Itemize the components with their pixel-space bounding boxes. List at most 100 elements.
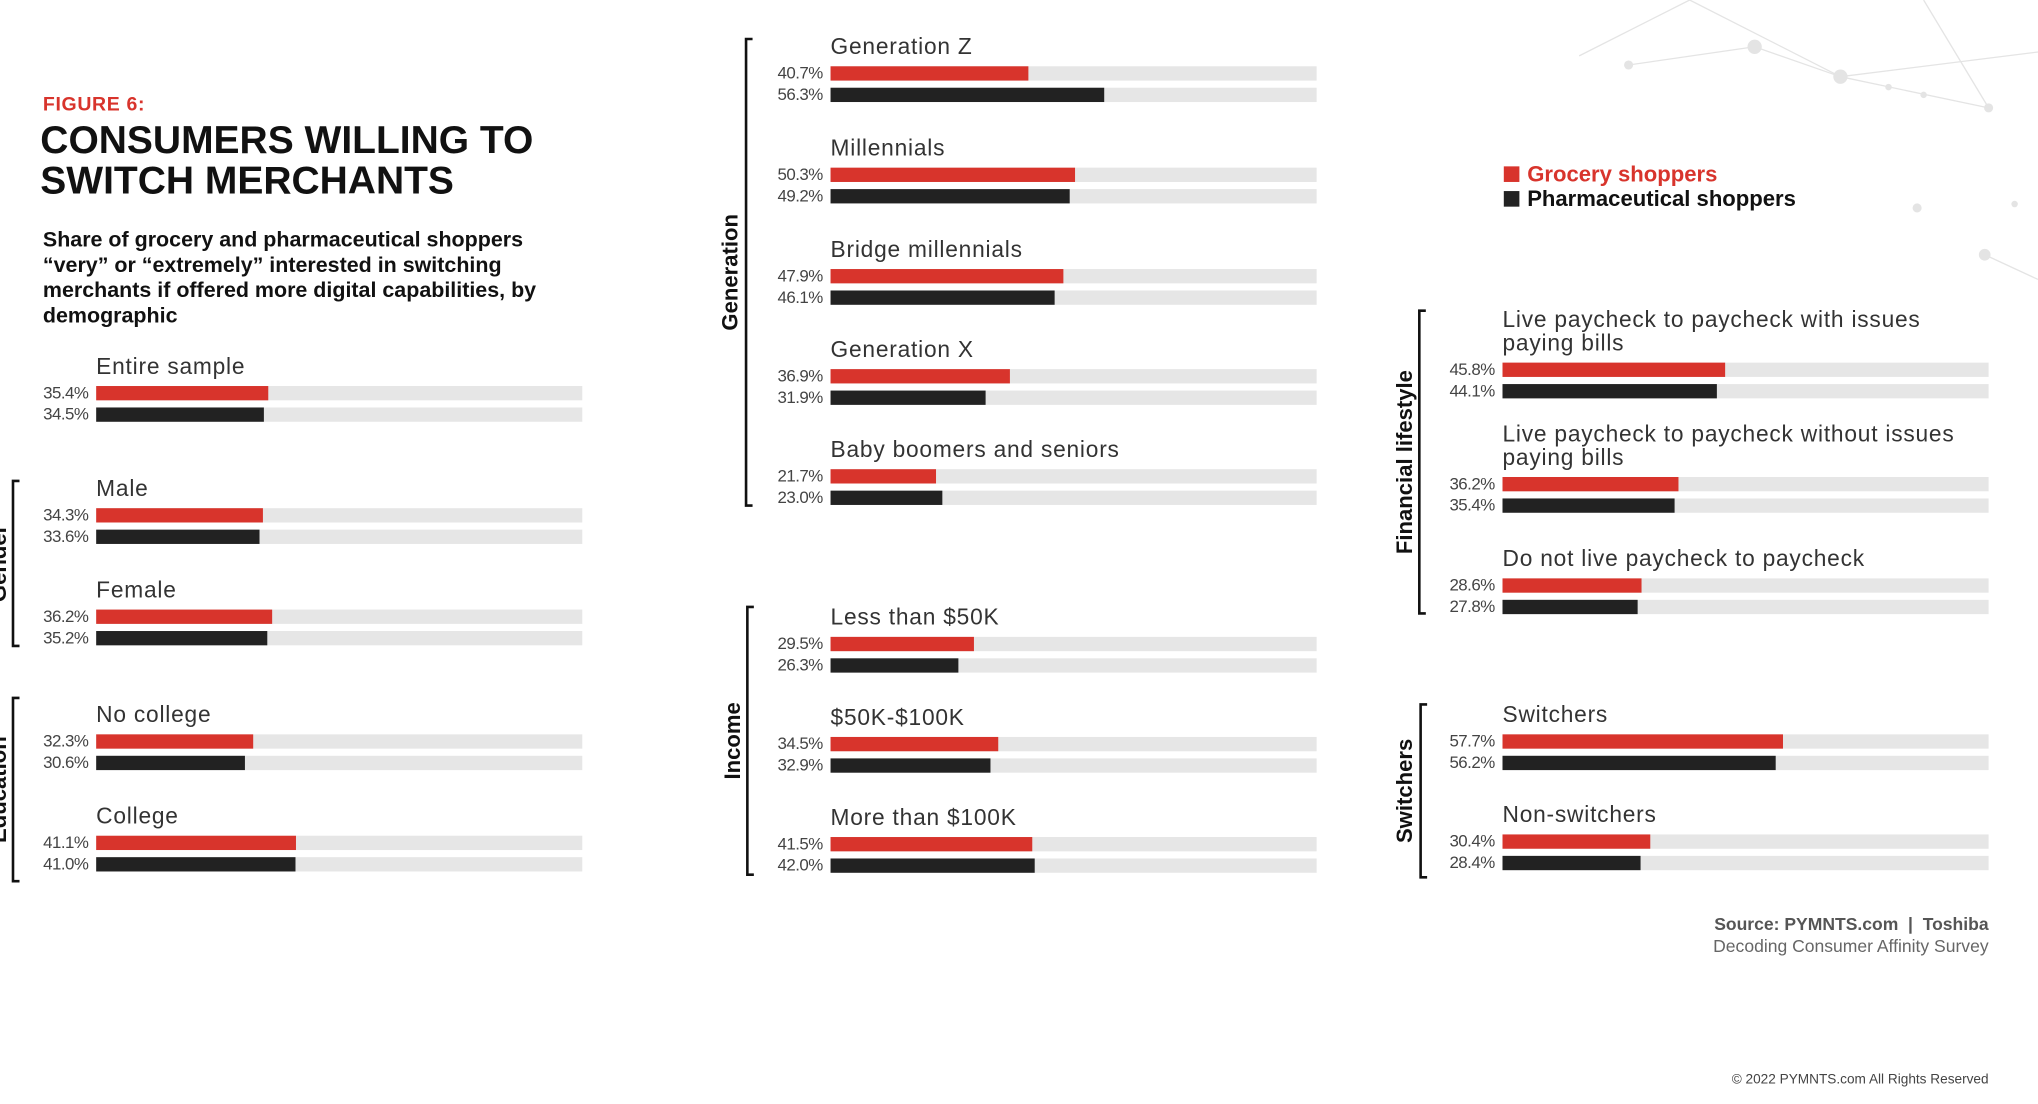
bar <box>830 87 1105 103</box>
category-label: Less than $50K <box>831 604 1000 630</box>
bar <box>830 290 1055 305</box>
category-label: Live paycheck to paycheck without issues… <box>1503 420 1962 469</box>
bar <box>96 407 264 422</box>
bar <box>830 658 959 673</box>
value-label: 35.4% <box>1449 496 1495 515</box>
value-label: 44.1% <box>1449 381 1495 400</box>
value-label: 32.3% <box>43 732 89 751</box>
value-label: 36.2% <box>1449 474 1495 493</box>
figure-label: FIGURE 6: <box>43 93 145 115</box>
bar <box>1502 477 1679 492</box>
category-label: No college <box>96 701 211 727</box>
legend-label: Grocery shoppers <box>1527 161 1717 186</box>
value-label: 36.9% <box>777 366 823 385</box>
copyright: © 2022 PYMNTS.com All Rights Reserved <box>1732 1072 1989 1087</box>
value-label: 35.4% <box>43 383 89 402</box>
value-label: 32.9% <box>777 756 823 775</box>
value-label: 36.2% <box>43 607 89 626</box>
group-bracket <box>1419 703 1428 879</box>
category-label: Female <box>96 576 177 602</box>
value-label: 56.2% <box>1449 753 1495 772</box>
category-label: Generation Z <box>831 33 973 59</box>
bar <box>830 490 943 505</box>
source: Source: PYMNTS.com | Toshiba <box>1714 914 1989 934</box>
value-label: 41.1% <box>43 833 89 852</box>
value-label: 34.5% <box>43 405 89 424</box>
bar <box>96 835 296 851</box>
group-label: Financial lifestyle <box>1392 370 1417 554</box>
bar <box>830 758 991 773</box>
decoration <box>1578 0 2038 281</box>
bar <box>96 631 268 646</box>
bar-track <box>830 469 1317 484</box>
bar <box>96 386 269 401</box>
value-label: 27.8% <box>1449 597 1495 616</box>
bar <box>1502 855 1641 871</box>
group-label: Generation <box>718 214 743 331</box>
value-label: 41.0% <box>43 854 89 873</box>
category-label: Live paycheck to paycheck with issues pa… <box>1503 306 1928 355</box>
source-detail: Decoding Consumer Affinity Survey <box>1713 936 1989 956</box>
category-label: Bridge millennials <box>831 236 1023 262</box>
category-label: Do not live paycheck to paycheck <box>1503 545 1865 571</box>
bar <box>830 369 1010 384</box>
bar <box>830 66 1029 81</box>
bar <box>96 857 296 872</box>
group-bracket <box>1418 309 1426 615</box>
group-bracket <box>746 605 754 877</box>
bar <box>830 837 1033 852</box>
category-label: More than $100K <box>831 804 1017 830</box>
value-label: 45.8% <box>1449 360 1495 379</box>
value-label: 34.5% <box>777 734 823 753</box>
value-label: 23.0% <box>777 488 823 507</box>
group-label: Income <box>720 702 745 779</box>
group-bracket <box>11 696 20 883</box>
legend-swatch <box>1503 191 1520 207</box>
value-label: 56.3% <box>777 85 823 104</box>
bar <box>1502 384 1717 399</box>
value-label: 57.7% <box>1449 732 1495 751</box>
value-label: 47.9% <box>777 266 823 285</box>
bar <box>1502 755 1776 771</box>
value-label: 21.7% <box>777 466 823 485</box>
bar <box>830 636 974 652</box>
legend-swatch <box>1503 166 1520 182</box>
value-label: 49.2% <box>777 186 823 205</box>
chart-subtitle: Share of grocery and pharmaceutical shop… <box>43 227 542 327</box>
bar <box>830 469 937 484</box>
category-label: Millennials <box>831 134 946 160</box>
value-label: 46.1% <box>777 288 823 307</box>
group-bracket <box>744 37 753 507</box>
category-label: College <box>96 803 179 829</box>
value-label: 28.6% <box>1449 576 1495 595</box>
group-label: Gender <box>0 524 11 602</box>
group-label: Education <box>0 736 11 843</box>
bar <box>1502 362 1726 377</box>
category-label: Generation X <box>831 336 974 362</box>
category-label: Switchers <box>1503 701 1609 727</box>
bar <box>96 529 260 544</box>
bar <box>1502 834 1651 849</box>
bar <box>830 189 1070 204</box>
bar <box>96 609 273 624</box>
bar-track <box>830 490 1317 505</box>
bar <box>1502 498 1675 513</box>
bar <box>830 858 1035 873</box>
value-label: 42.0% <box>777 856 823 875</box>
bar <box>1502 578 1642 593</box>
bar <box>830 269 1064 284</box>
category-label: Baby boomers and seniors <box>831 436 1120 462</box>
bar <box>1502 734 1783 749</box>
value-label: 29.5% <box>777 634 823 653</box>
value-label: 35.2% <box>43 628 89 647</box>
value-label: 31.9% <box>777 388 823 407</box>
bar <box>96 734 254 749</box>
group-bracket <box>11 479 20 648</box>
bar <box>830 736 999 752</box>
bar <box>96 508 263 523</box>
bar <box>830 167 1076 182</box>
value-label: 33.6% <box>43 527 89 546</box>
category-label: Male <box>96 475 148 501</box>
